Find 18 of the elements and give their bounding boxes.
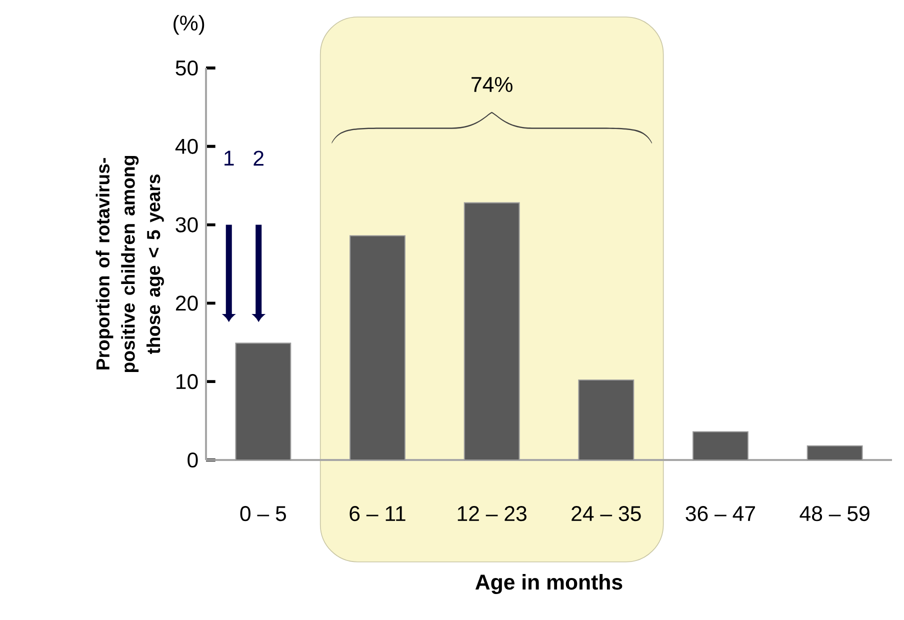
y-tick-label: 10: [176, 374, 198, 390]
x-tick-label: 36 – 47: [686, 506, 755, 522]
x-tick-label: 0 – 5: [240, 506, 286, 522]
x-tick-label: 12 – 23: [458, 506, 526, 522]
x-axis-title: Age in months: [475, 574, 622, 594]
annotation: 1: [224, 150, 234, 166]
annotation: 2: [254, 150, 264, 166]
band-label: 74%: [472, 77, 512, 92]
y-tick-label: 20: [176, 296, 198, 311]
y-tick-label: 30: [176, 217, 198, 232]
x-tick-label: 6 – 11: [350, 506, 406, 522]
x-tick-label: 48 – 59: [800, 506, 870, 522]
text: (%): [174, 14, 204, 35]
y-tick-label: 40: [175, 138, 198, 154]
y-axis-title: Proportion of rotavirus-positive children among those age < 5 years: [96, 156, 164, 372]
y-tick-label: 50: [176, 60, 198, 76]
y-tick-label: 0: [188, 452, 198, 468]
x-tick-label: 24 – 35: [572, 506, 641, 522]
